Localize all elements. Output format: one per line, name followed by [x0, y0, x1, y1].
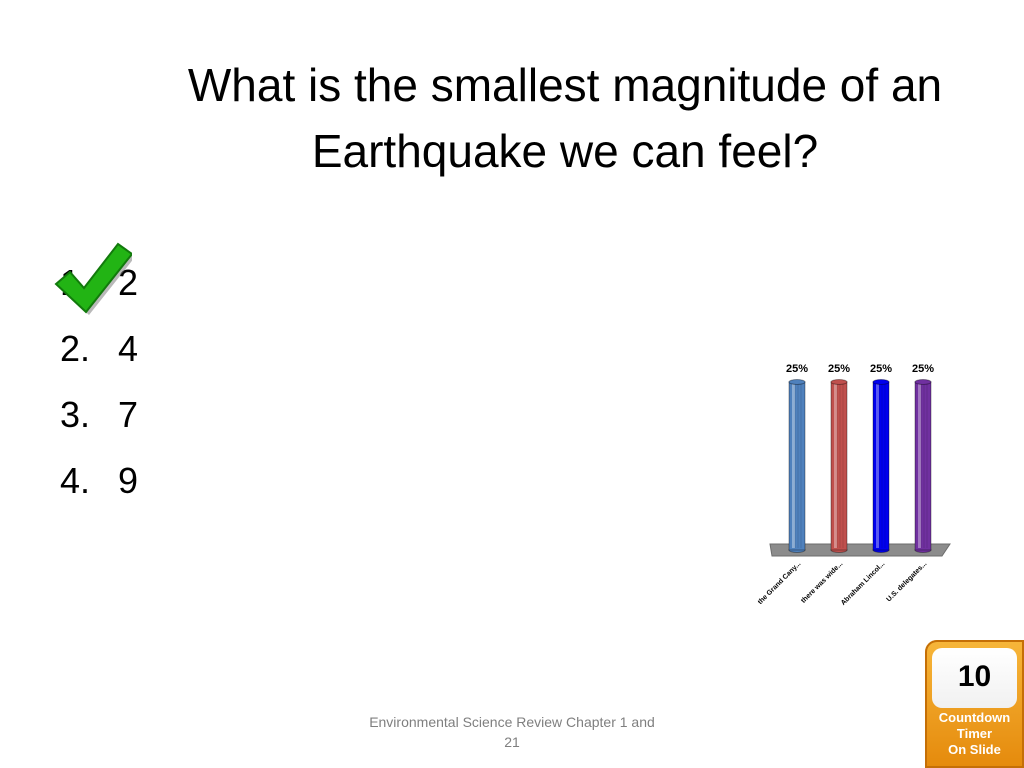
chart-floor [769, 543, 951, 557]
question-title: What is the smallest magnitude of an Ear… [187, 59, 943, 177]
timer-count: 10 [932, 648, 1017, 708]
bar-data-label: 25% [912, 363, 934, 375]
timer-label: Countdown Timer On Slide [925, 710, 1024, 758]
answer-value: 2 [118, 262, 139, 303]
category-label: U.S. delegates... [886, 560, 929, 603]
timer-label-line-1: Countdown [938, 710, 1011, 725]
answer-value: 9 [118, 460, 139, 501]
answer-value: 4 [118, 328, 139, 369]
bar-data-label: 25% [828, 363, 850, 375]
bar-data-label: 25% [870, 363, 892, 375]
answer-number: 3. [60, 394, 91, 435]
slide-footer: Environmental Science Review Chapter 1 a… [369, 714, 655, 750]
answer-number: 4. [60, 460, 91, 501]
answer-number: 2. [60, 328, 91, 369]
bar-2 [830, 379, 848, 553]
category-label: the Grand Cany... [757, 560, 803, 606]
bar-data-label: 25% [786, 363, 808, 375]
category-label: Abraham Lincol... [840, 560, 887, 607]
bar-1 [788, 379, 806, 553]
bar-4 [914, 379, 932, 553]
timer-label-line-3: On Slide [948, 742, 1001, 757]
response-bar-chart: 25% the Grand Cany... 25% there was wide...… [757, 363, 951, 607]
timer-label-line-2: Timer [956, 726, 993, 741]
answer-value: 7 [118, 394, 139, 435]
checkmark-icon [54, 242, 132, 315]
category-label: there was wide... [800, 560, 844, 604]
countdown-timer[interactable]: 10 Countdown Timer On Slide [925, 640, 1024, 768]
bar-3 [872, 379, 890, 553]
